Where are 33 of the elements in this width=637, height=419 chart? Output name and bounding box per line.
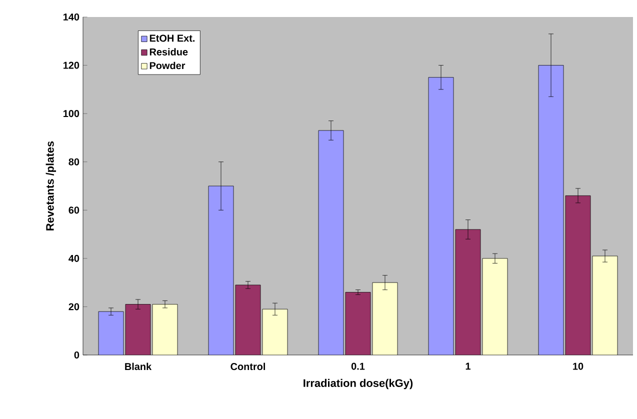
x-axis-title: Irradiation dose(kGy) (304, 378, 413, 390)
y-tick-label: 60 (68, 206, 80, 214)
bar (538, 65, 564, 355)
y-axis-title: Revetants /plates (46, 141, 56, 230)
bar (262, 309, 288, 355)
bar (592, 256, 618, 355)
bar (346, 292, 370, 355)
bar (372, 282, 398, 355)
y-tick-label: 80 (68, 158, 80, 166)
bar (98, 312, 124, 355)
y-tick-label: 20 (68, 303, 80, 310)
x-tick-label: 1 (466, 362, 470, 370)
bar (208, 186, 234, 355)
bar (126, 304, 150, 355)
legend-label: Residue (150, 48, 188, 56)
bar (456, 229, 480, 355)
legend-label: EtOH Ext. (150, 34, 194, 42)
y-tick-label: 140 (63, 13, 80, 21)
y-tick-label: 120 (63, 62, 80, 69)
legend-label: Powder (150, 62, 186, 70)
bar (565, 195, 591, 355)
bar (482, 258, 508, 355)
x-tick-label: 0.1 (351, 362, 365, 370)
x-tick-label: Blank (125, 362, 152, 370)
x-tick-label: Control (230, 362, 266, 370)
y-tick-label: 100 (63, 110, 80, 118)
y-tick-label: 0 (74, 351, 80, 359)
bar (428, 77, 454, 355)
bar (318, 130, 344, 355)
bar (152, 304, 178, 355)
y-tick-label: 40 (68, 254, 80, 262)
bar (236, 284, 260, 355)
x-tick-label: 10 (573, 362, 584, 370)
